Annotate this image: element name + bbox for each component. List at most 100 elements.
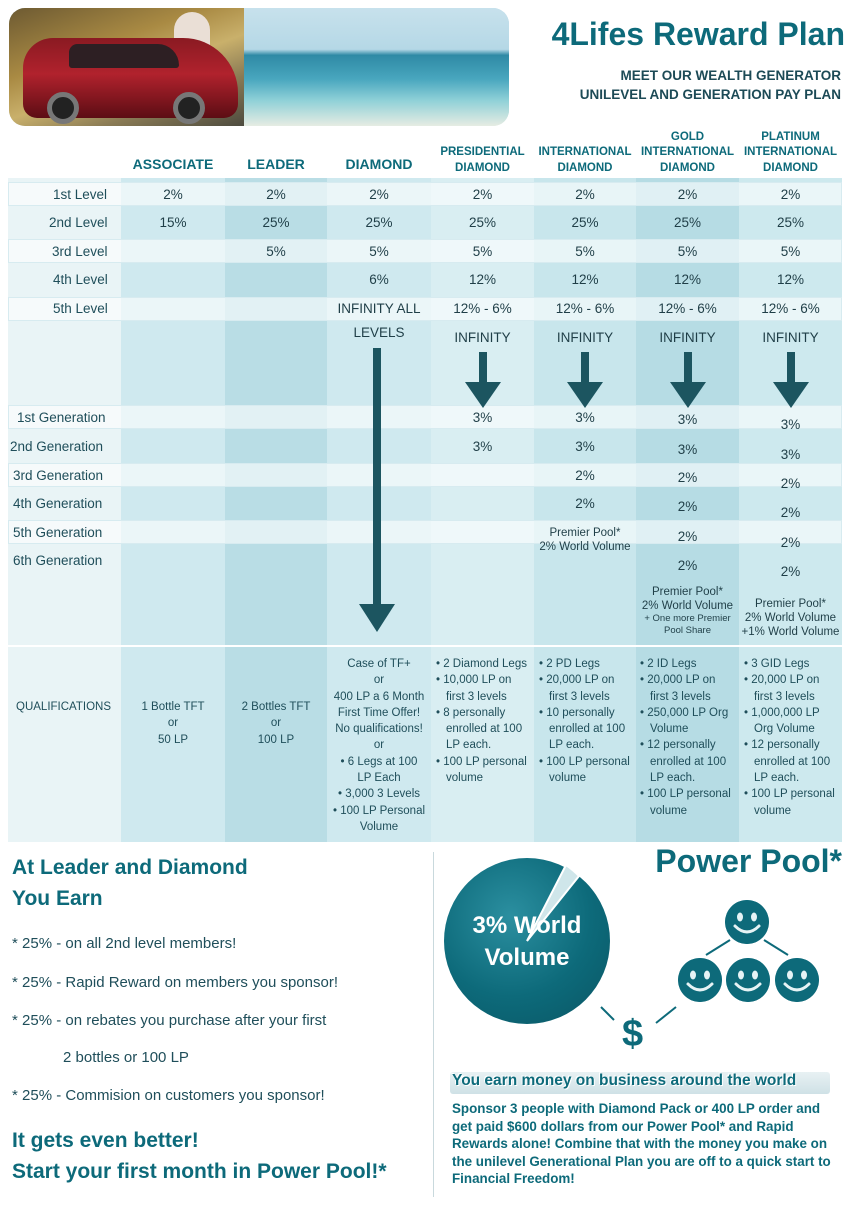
list-item: • 12 personally enrolled at 100 LP each. bbox=[744, 739, 831, 785]
row-label-level-4: 4th Level bbox=[53, 272, 108, 287]
cell: 15% bbox=[159, 215, 187, 230]
cell: 5% bbox=[369, 244, 389, 259]
cell: 2% bbox=[780, 564, 801, 579]
cell: 2% bbox=[472, 187, 493, 202]
row-label-level-1: 1st Level bbox=[53, 187, 108, 202]
cell: 2% bbox=[575, 496, 595, 511]
cell: 12% - 6% bbox=[453, 301, 512, 316]
cell: 5% bbox=[472, 244, 493, 259]
infinity-label: INFINITY bbox=[556, 330, 614, 345]
col-header-associate: ASSOCIATE bbox=[132, 156, 214, 172]
power-pool-body: Sponsor 3 people with Diamond Pack or 40… bbox=[452, 1101, 831, 1186]
cell: 3% bbox=[472, 410, 493, 425]
col-header-international: INTERNATIONAL DIAMOND bbox=[538, 146, 632, 174]
column-bg-leader bbox=[225, 178, 327, 842]
cell: 2% bbox=[780, 505, 801, 520]
infinity-label: INFINITY bbox=[762, 330, 819, 345]
list-item: • 2 PD Legs bbox=[539, 658, 600, 670]
earn-item: * 25% - on rebates you purchase after yo… bbox=[12, 1012, 327, 1029]
row-stripe bbox=[8, 405, 842, 429]
row-stripe bbox=[8, 182, 842, 206]
list-item: • 10 personally enrolled at 100 LP each. bbox=[539, 706, 626, 752]
world-earnings-tagline: You earn money on business around the wo… bbox=[450, 1072, 830, 1094]
col-header-gold: GOLD INTERNATIONAL DIAMOND bbox=[640, 130, 735, 174]
cell: 2% bbox=[780, 187, 801, 202]
earn-item: * 25% - on all 2nd level members! bbox=[12, 935, 237, 952]
page-subtitle: MEET OUR WEALTH GENERATOR UNILEVEL AND G… bbox=[579, 68, 841, 102]
cell: 25% bbox=[571, 215, 599, 230]
list-item: • 250,000 LP Org Volume bbox=[640, 706, 729, 736]
column-bg-associate bbox=[121, 178, 225, 842]
row-label-gen-3: 3rd Generation bbox=[13, 468, 104, 483]
earn-item: * 25% - Rapid Reward on members you spon… bbox=[12, 974, 338, 991]
column-bg-label bbox=[8, 178, 121, 842]
column-bg-international bbox=[534, 178, 636, 842]
cell: 3% bbox=[677, 442, 698, 457]
row-label-level-2: 2nd Level bbox=[49, 215, 108, 230]
row-label-gen-1: 1st Generation bbox=[17, 410, 106, 425]
qual-leader: 2 Bottles TFT or 100 LP bbox=[241, 701, 311, 746]
row-label-gen-5: 5th Generation bbox=[13, 525, 103, 540]
qual-associate: 1 Bottle TFT or 50 LP bbox=[141, 701, 205, 746]
column-bg-presidential bbox=[431, 178, 534, 842]
list-item: • 2 Diamond Legs bbox=[436, 658, 527, 670]
international-pool-note: Premier Pool* 2% World Volume bbox=[539, 527, 631, 553]
cell: 3% bbox=[575, 410, 595, 425]
qualifications-top-line bbox=[8, 645, 842, 647]
qual-international: • 2 PD Legs • 20,000 LP on first 3 level… bbox=[539, 656, 634, 786]
row-stripe bbox=[8, 239, 842, 263]
cell: 2% bbox=[163, 187, 183, 202]
down-arrow-icon bbox=[567, 352, 603, 408]
cell: 2% bbox=[266, 187, 286, 202]
row-stripe bbox=[8, 463, 842, 487]
row-label-level-5: 5th Level bbox=[53, 301, 108, 316]
header-photo bbox=[9, 8, 509, 126]
cell: 5% bbox=[266, 244, 286, 259]
col-header-presidential: PRESIDENTIAL DIAMOND bbox=[440, 146, 525, 174]
list-item: • 100 LP personal volume bbox=[436, 755, 527, 785]
cell: 12% bbox=[468, 272, 497, 287]
smiley-face-icon bbox=[775, 958, 819, 1002]
section-divider bbox=[433, 852, 434, 1197]
cell: 2% bbox=[677, 499, 698, 514]
cell: 12% bbox=[776, 272, 805, 287]
cell: 12% bbox=[571, 272, 599, 287]
cell: 25% bbox=[673, 215, 702, 230]
cell: 25% bbox=[776, 215, 805, 230]
row-label-gen-4: 4th Generation bbox=[13, 496, 103, 511]
qual-presidential: • 2 Diamond Legs • 10,000 LP on first 3 … bbox=[436, 656, 532, 786]
cell: 3% bbox=[780, 417, 801, 432]
smiley-face-icon bbox=[726, 958, 770, 1002]
column-bg-gold bbox=[636, 178, 739, 842]
list-item: • 8 personally enrolled at 100 LP each. bbox=[436, 706, 523, 752]
gold-pool-note: Premier Pool* 2% World Volume + One more… bbox=[641, 586, 734, 636]
list-item: • 100 LP personal volume bbox=[640, 788, 731, 817]
cell: 2% bbox=[575, 187, 595, 202]
cell: 3% bbox=[575, 439, 595, 454]
connector-lines bbox=[600, 939, 789, 1024]
col-header-platinum: PLATINUM INTERNATIONAL DIAMOND bbox=[743, 130, 838, 174]
earn-item-continued: 2 bottles or 100 LP bbox=[63, 1049, 189, 1066]
cell: 25% bbox=[262, 215, 290, 230]
cell: 5% bbox=[677, 244, 698, 259]
cell: 12% - 6% bbox=[658, 301, 717, 316]
qual-platinum: • 3 GID Legs • 20,000 LP on first 3 leve… bbox=[744, 656, 841, 819]
cell: 12% - 6% bbox=[761, 301, 820, 316]
qualifications-label: QUALIFICATIONS bbox=[16, 701, 111, 713]
cell: 6% bbox=[369, 272, 389, 287]
col-header-diamond: DIAMOND bbox=[345, 156, 413, 172]
cell: 3% bbox=[677, 412, 698, 427]
earn-item: * 25% - Commision on customers you spons… bbox=[12, 1087, 325, 1104]
cell: 2% bbox=[780, 535, 801, 550]
down-arrow-icon bbox=[670, 352, 706, 408]
smiley-face-icon bbox=[725, 900, 769, 944]
cell: 2% bbox=[780, 476, 801, 491]
pie-slice-icon bbox=[526, 863, 581, 942]
list-item: • 20,000 LP on first 3 levels bbox=[539, 674, 615, 703]
cell: 2% bbox=[677, 187, 698, 202]
list-item: • 20,000 LP on first 3 levels bbox=[744, 674, 820, 703]
cell: 2% bbox=[677, 529, 698, 544]
diamond-infinity-label: INFINITY ALL bbox=[337, 301, 421, 316]
list-item: • 2 ID Legs bbox=[640, 658, 697, 670]
cell: 3% bbox=[780, 447, 801, 462]
